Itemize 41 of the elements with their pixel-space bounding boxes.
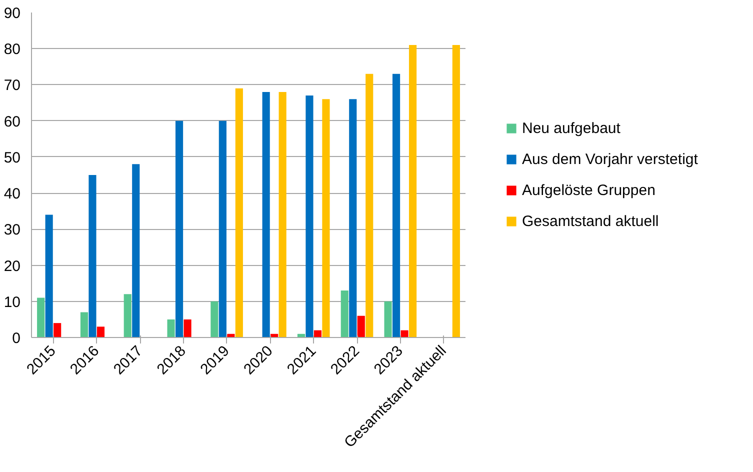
bar bbox=[184, 319, 192, 338]
bar bbox=[45, 214, 53, 338]
bar bbox=[218, 120, 226, 338]
bar bbox=[175, 120, 184, 338]
bar bbox=[88, 175, 96, 338]
legend-label: Aufgelöste Gruppen bbox=[522, 182, 656, 198]
bar bbox=[366, 74, 374, 338]
bar bbox=[124, 294, 132, 338]
legend-label: Aus dem Vorjahr verstetigt bbox=[522, 150, 698, 168]
y-tick-label: 20 bbox=[4, 258, 21, 275]
bar bbox=[349, 99, 357, 338]
bar bbox=[80, 312, 88, 338]
legend-label: Gesamtstand aktuell bbox=[522, 212, 659, 230]
y-tick-label: 40 bbox=[4, 186, 21, 203]
bar bbox=[262, 92, 270, 338]
bar bbox=[96, 326, 105, 338]
y-tick-label: 60 bbox=[4, 113, 21, 130]
bar bbox=[322, 99, 330, 338]
bar bbox=[167, 319, 175, 338]
bar bbox=[132, 164, 140, 338]
bar bbox=[278, 92, 286, 338]
bar bbox=[306, 96, 314, 338]
legend-label: Neu aufgebaut bbox=[522, 120, 620, 136]
bar bbox=[235, 88, 243, 338]
y-tick-label: 50 bbox=[4, 149, 21, 166]
bar bbox=[54, 323, 62, 338]
bar bbox=[340, 290, 348, 338]
bar bbox=[400, 330, 408, 338]
y-tick-label: 30 bbox=[4, 222, 21, 239]
y-tick-label: 80 bbox=[4, 41, 21, 58]
bar bbox=[210, 301, 218, 338]
bar bbox=[357, 316, 365, 338]
bar bbox=[408, 45, 417, 338]
y-tick-label: 70 bbox=[4, 77, 21, 94]
bar bbox=[384, 301, 392, 338]
bar bbox=[452, 45, 460, 338]
y-tick-label: 0 bbox=[12, 330, 20, 347]
bar bbox=[37, 298, 45, 338]
y-tick-label: 10 bbox=[4, 294, 21, 311]
y-tick-label: 90 bbox=[4, 5, 21, 22]
bar bbox=[392, 74, 400, 338]
